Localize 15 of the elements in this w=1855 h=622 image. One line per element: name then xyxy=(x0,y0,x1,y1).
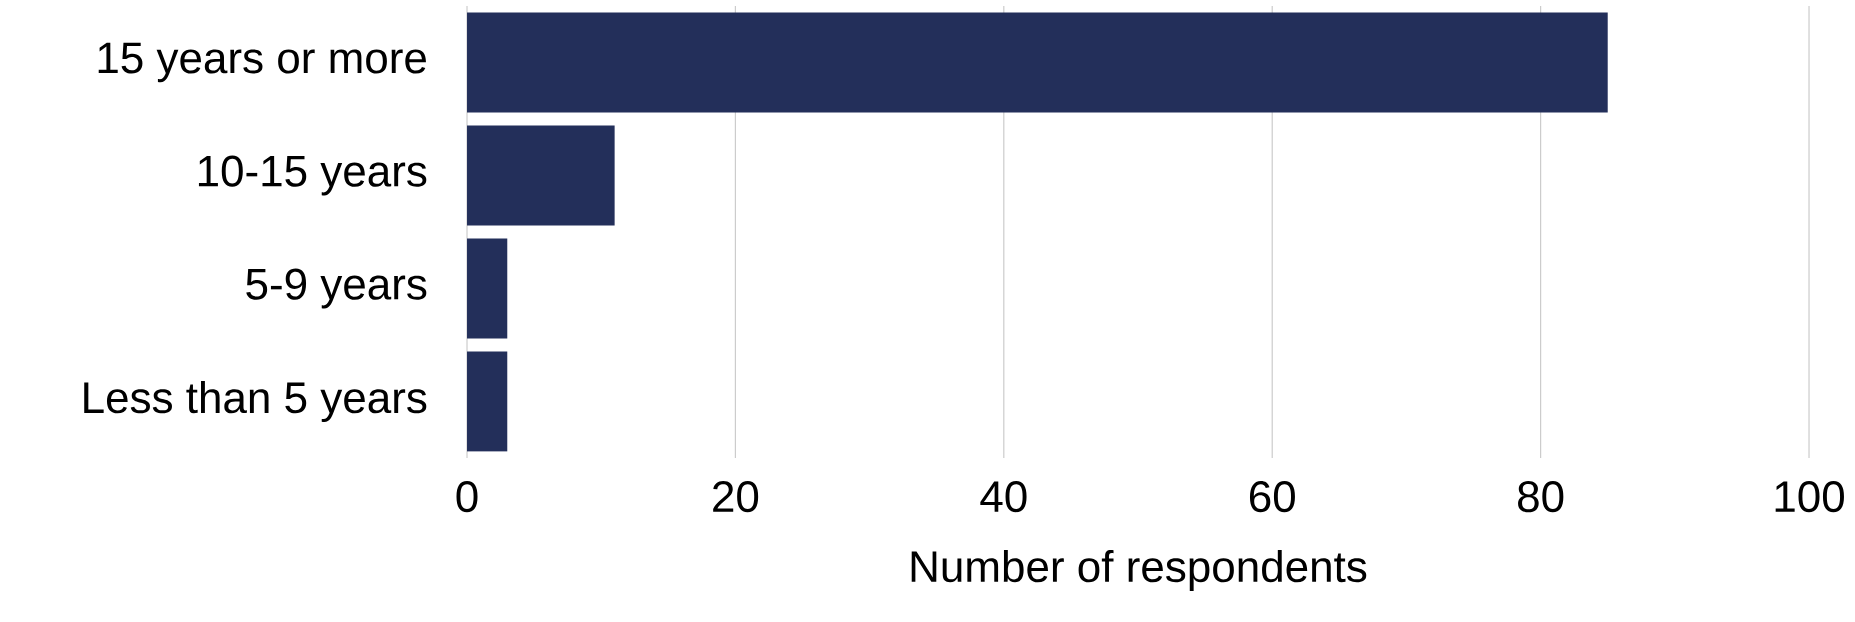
bar xyxy=(467,351,508,452)
bar xyxy=(467,12,1608,113)
x-tick-label: 20 xyxy=(713,481,759,513)
y-tick-label: 10-15 years xyxy=(198,155,427,196)
x-tick-label: 60 xyxy=(1249,481,1295,513)
y-tick-label: 15 years or more xyxy=(98,42,426,83)
x-tick-label: 80 xyxy=(1518,481,1564,513)
x-tick-label: 40 xyxy=(980,481,1027,513)
x-tick-label: 0 xyxy=(456,481,478,513)
x-tick-label: 100 xyxy=(1775,481,1844,513)
bar xyxy=(467,238,508,339)
bar xyxy=(467,125,615,226)
x-axis-title: Number of respondents xyxy=(911,549,1367,591)
y-tick-label: 5-9 years xyxy=(246,268,427,309)
y-tick-label: Less than 5 years xyxy=(84,380,427,423)
